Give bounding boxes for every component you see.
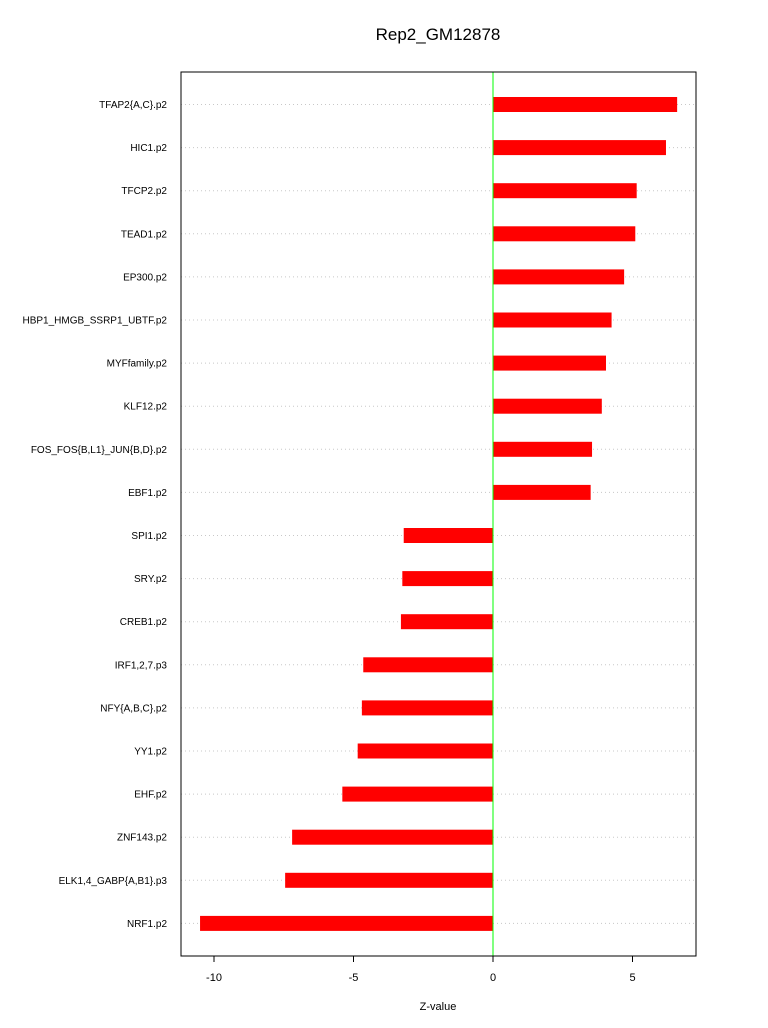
y-tick-label: KLF12.p2 bbox=[124, 402, 168, 413]
y-tick-label: NRF1.p2 bbox=[127, 919, 167, 930]
y-tick-label: SPI1.p2 bbox=[131, 531, 167, 542]
bar bbox=[493, 140, 666, 156]
bar bbox=[493, 226, 636, 242]
bar bbox=[285, 872, 493, 888]
y-tick-label: SRY.p2 bbox=[134, 574, 167, 585]
bar bbox=[493, 97, 678, 112]
bars bbox=[200, 97, 678, 931]
bar bbox=[402, 571, 493, 587]
y-tick-label: NFY{A,B,C}.p2 bbox=[100, 703, 167, 714]
chart-title: Rep2_GM12878 bbox=[376, 25, 501, 44]
bar bbox=[493, 441, 593, 457]
y-tick-label: ZNF143.p2 bbox=[117, 833, 167, 844]
y-tick-label: HBP1_HMGB_SSRP1_UBTF.p2 bbox=[22, 316, 167, 327]
y-tick-label: ELK1,4_GABP{A,B1}.p3 bbox=[59, 876, 168, 887]
y-tick-label: TFAP2{A,C}.p2 bbox=[99, 100, 167, 111]
bar bbox=[363, 657, 493, 673]
bar bbox=[357, 743, 493, 759]
x-axis-label: Z-value bbox=[420, 1001, 457, 1013]
bar bbox=[493, 312, 612, 328]
y-tick-label: YY1.p2 bbox=[134, 747, 167, 758]
y-tick-label: HIC1.p2 bbox=[130, 143, 167, 154]
bar bbox=[342, 786, 493, 802]
y-tick-label: IRF1,2,7.p3 bbox=[115, 660, 168, 671]
y-tick-label: EHF.p2 bbox=[134, 790, 167, 801]
x-axis: -10 -5 0 5 bbox=[206, 956, 636, 984]
x-tick-label: -10 bbox=[206, 972, 222, 984]
plot-frame bbox=[180, 71, 697, 957]
bar bbox=[493, 183, 637, 199]
bar bbox=[493, 398, 602, 414]
x-tick-label: 0 bbox=[490, 972, 496, 984]
bar bbox=[493, 269, 625, 285]
x-tick-label: -5 bbox=[349, 972, 359, 984]
bar bbox=[292, 829, 493, 845]
bar bbox=[400, 614, 493, 630]
bar bbox=[403, 528, 493, 543]
y-tick-label: TFCP2.p2 bbox=[121, 186, 167, 197]
x-tick-label: 5 bbox=[629, 972, 635, 984]
bar bbox=[361, 700, 493, 716]
bar bbox=[200, 915, 494, 931]
y-tick-label: TEAD1.p2 bbox=[121, 229, 168, 240]
y-tick-label: EP300.p2 bbox=[123, 272, 167, 283]
bar bbox=[493, 484, 591, 500]
y-tick-label: CREB1.p2 bbox=[120, 617, 168, 628]
y-tick-labels: TFAP2{A,C}.p2 HIC1.p2 TFCP2.p2 TEAD1.p2 EP30… bbox=[22, 100, 167, 930]
y-tick-label: FOS_FOS{B,L1}_JUN{B,D}.p2 bbox=[31, 445, 168, 456]
bar bbox=[493, 355, 606, 371]
y-tick-label: EBF1.p2 bbox=[128, 488, 167, 499]
y-tick-label: MYFfamily.p2 bbox=[107, 359, 168, 370]
